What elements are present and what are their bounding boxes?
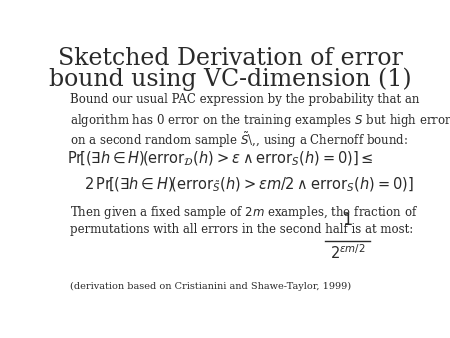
Text: $\mathrm{Pr}\!\left[(\exists h \in H)\!\left(\mathrm{error}_{\mathcal{D}}(h) > \: $\mathrm{Pr}\!\left[(\exists h \in H)\!\… [67,149,374,168]
Text: algorithm has 0 error on the training examples $S$ but high error: algorithm has 0 error on the training ex… [70,112,450,129]
Text: Then given a fixed sample of $2m$ examples, the fraction of: Then given a fixed sample of $2m$ exampl… [70,204,418,221]
Text: (derivation based on Cristianini and Shawe-Taylor, 1999): (derivation based on Cristianini and Sha… [70,282,351,291]
Text: bound using VC-dimension (1): bound using VC-dimension (1) [50,68,412,91]
Text: $2^{\varepsilon m/2}$: $2^{\varepsilon m/2}$ [330,243,365,262]
Text: $2\,\mathrm{Pr}\!\left[(\exists h \in H)\!\left(\mathrm{error}_{\tilde{S}}(h) > : $2\,\mathrm{Pr}\!\left[(\exists h \in H)… [84,176,414,194]
Text: permutations with all errors in the second half is at most:: permutations with all errors in the seco… [70,223,414,236]
Text: $1$: $1$ [342,212,353,229]
Text: Sketched Derivation of error: Sketched Derivation of error [58,47,403,70]
Text: on a second random sample $\tilde{S}$\,, using a Chernoff bound:: on a second random sample $\tilde{S}$\,,… [70,130,408,150]
Text: Bound our usual PAC expression by the probability that an: Bound our usual PAC expression by the pr… [70,93,419,105]
